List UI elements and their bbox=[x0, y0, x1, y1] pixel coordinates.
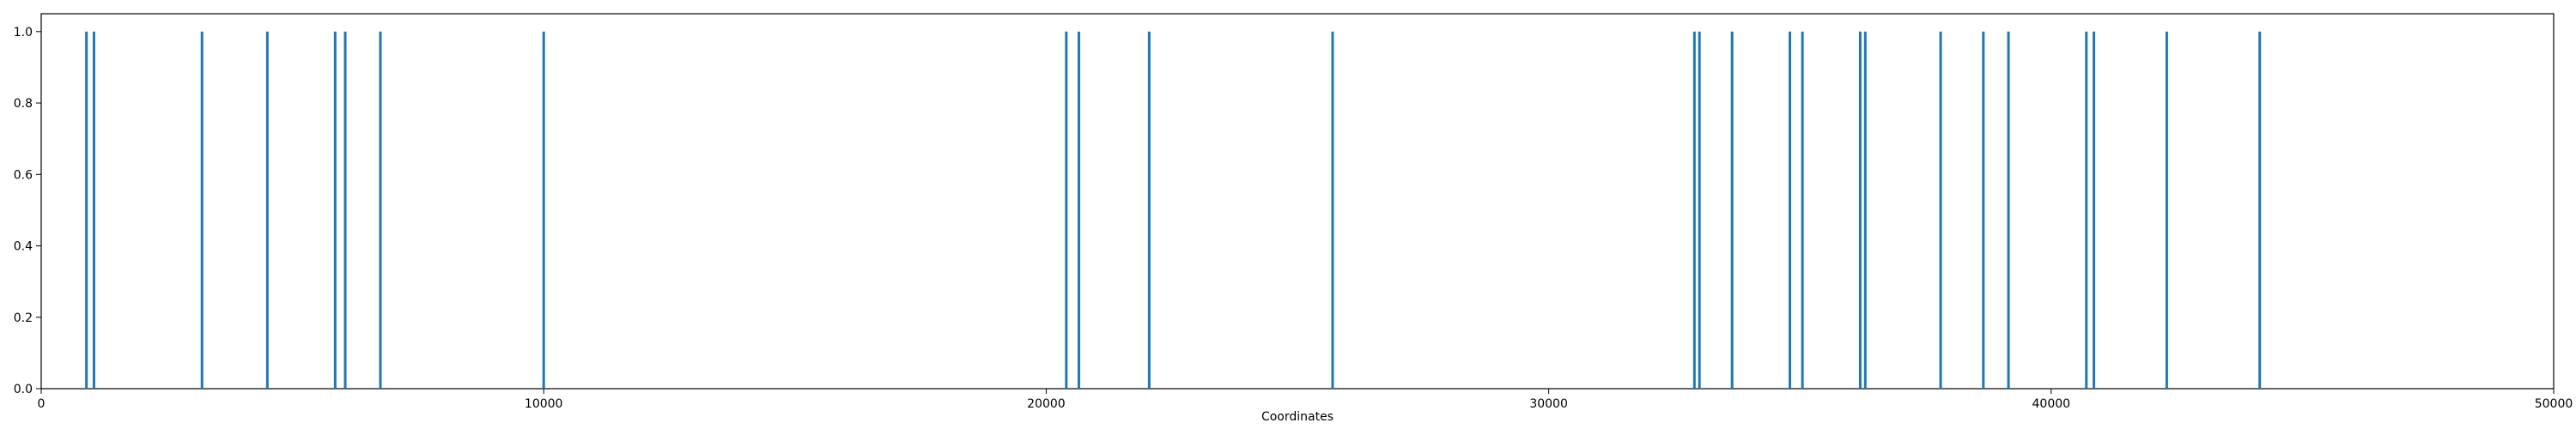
bar bbox=[1147, 31, 1151, 390]
y-tick-label: 0.8 bbox=[14, 97, 33, 111]
bar bbox=[1982, 31, 1985, 390]
bar bbox=[2085, 31, 2088, 390]
bar bbox=[2165, 31, 2168, 390]
bar bbox=[2007, 31, 2010, 390]
bar bbox=[1692, 31, 1696, 390]
bar bbox=[200, 31, 204, 390]
x-tick-label: 20000 bbox=[1027, 397, 1066, 411]
bar bbox=[1858, 31, 1862, 390]
bar bbox=[1789, 31, 1791, 390]
y-tick-label: 0.6 bbox=[14, 168, 33, 182]
y-tick-label: 0.2 bbox=[14, 311, 33, 325]
bar bbox=[1863, 31, 1867, 390]
x-axis: 0 10000 20000 30000 40000 50000 bbox=[38, 389, 2573, 411]
bar bbox=[1331, 31, 1334, 390]
plot-frame bbox=[40, 13, 2555, 390]
bar bbox=[85, 31, 88, 390]
bar bbox=[1698, 31, 1701, 390]
bar bbox=[343, 31, 347, 390]
bar bbox=[1801, 31, 1804, 390]
x-tick-label: 10000 bbox=[525, 397, 563, 411]
bar bbox=[1939, 31, 1942, 390]
bar bbox=[1065, 31, 1068, 390]
x-tick-label: 50000 bbox=[2535, 397, 2573, 411]
bar bbox=[1730, 31, 1734, 390]
x-tick-label: 40000 bbox=[2032, 397, 2071, 411]
bar bbox=[379, 31, 382, 390]
bar bbox=[2093, 31, 2096, 390]
x-axis-label: Coordinates bbox=[1261, 410, 1334, 424]
y-tick-label: 0.0 bbox=[14, 383, 33, 396]
bar bbox=[92, 31, 95, 390]
y-tick-label: 1.0 bbox=[14, 26, 33, 39]
bar bbox=[265, 31, 269, 390]
plot-area bbox=[40, 13, 2555, 390]
x-tick-label: 0 bbox=[38, 397, 46, 411]
y-axis: 0.0 0.2 0.4 0.6 0.8 1.0 bbox=[14, 26, 41, 396]
y-tick-label: 0.4 bbox=[14, 240, 33, 254]
bar-series bbox=[85, 31, 2262, 390]
bar bbox=[542, 31, 545, 390]
x-tick-label: 30000 bbox=[1529, 397, 1568, 411]
bar bbox=[2258, 31, 2262, 390]
bar bbox=[1077, 31, 1080, 390]
bar bbox=[333, 31, 337, 390]
